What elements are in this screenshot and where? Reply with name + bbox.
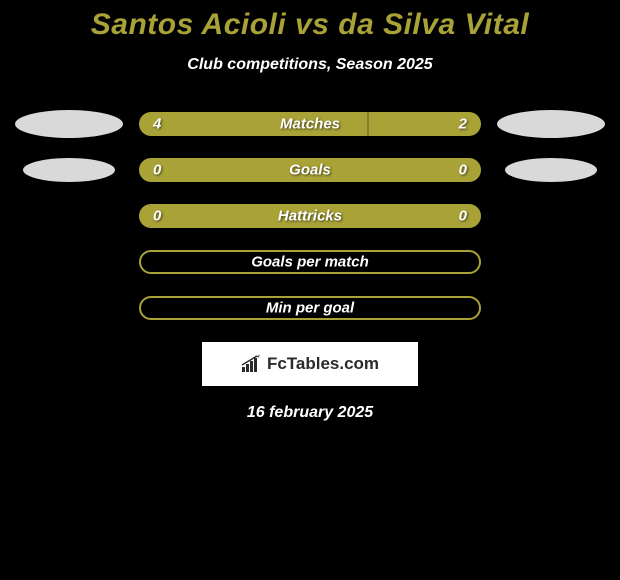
ellipse-spacer-right <box>497 158 605 182</box>
stat-row-matches: 4 Matches 2 <box>8 112 612 136</box>
stat-row-goals: 0 Goals 0 <box>8 158 612 182</box>
stat-value-left: 4 <box>153 116 161 133</box>
stat-label: Goals per match <box>251 254 369 271</box>
stat-bar-mpg: Min per goal <box>139 296 481 320</box>
stat-value-left: 0 <box>153 208 161 225</box>
stat-label: Min per goal <box>266 300 354 317</box>
stat-label: Goals <box>289 162 331 179</box>
stat-row-goals-per-match: Goals per match <box>8 250 612 274</box>
subtitle: Club competitions, Season 2025 <box>0 56 620 74</box>
comparison-infographic: Santos Acioli vs da Silva Vital Club com… <box>0 0 620 422</box>
date-text: 16 february 2025 <box>0 404 620 422</box>
stat-bar-hattricks: 0 Hattricks 0 <box>139 204 481 228</box>
bar-chart-icon <box>241 355 263 373</box>
player-right-ellipse <box>505 158 597 182</box>
stat-bar-goals: 0 Goals 0 <box>139 158 481 182</box>
player-left-ellipse <box>15 110 123 138</box>
stat-row-min-per-goal: Min per goal <box>8 296 612 320</box>
player-right-ellipse <box>497 110 605 138</box>
stat-row-hattricks: 0 Hattricks 0 <box>8 204 612 228</box>
brand-label: FcTables.com <box>267 354 379 374</box>
brand-text: FcTables.com <box>241 354 379 374</box>
brand-box[interactable]: FcTables.com <box>202 342 418 386</box>
stat-value-right: 0 <box>459 162 467 179</box>
stat-value-right: 0 <box>459 208 467 225</box>
page-title: Santos Acioli vs da Silva Vital <box>0 8 620 42</box>
stat-bar-gpm: Goals per match <box>139 250 481 274</box>
stat-bar-matches: 4 Matches 2 <box>139 112 481 136</box>
ellipse-spacer-left <box>15 158 123 182</box>
stat-label: Hattricks <box>278 208 342 225</box>
stat-value-right: 2 <box>459 116 467 133</box>
stats-area: 4 Matches 2 0 Goals 0 0 <box>0 112 620 320</box>
stat-label: Matches <box>280 116 340 133</box>
player-left-ellipse <box>23 158 115 182</box>
stat-value-left: 0 <box>153 162 161 179</box>
